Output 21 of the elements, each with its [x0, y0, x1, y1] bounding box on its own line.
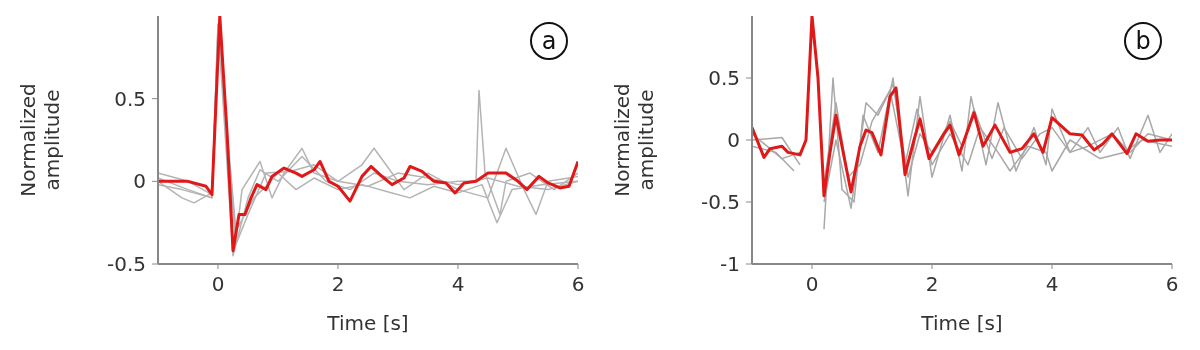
y-axis-title: Normalized amplitude: [610, 83, 658, 197]
x-tick-label: 0: [805, 272, 819, 297]
x-tick-label: 6: [1165, 272, 1179, 297]
x-tick-label: 2: [331, 272, 345, 297]
x-axis-title: Time [s]: [920, 311, 1003, 335]
x-tick-label: 2: [925, 272, 939, 297]
x-tick-label: 4: [1045, 272, 1059, 297]
annotation: b: [1135, 27, 1151, 55]
annotation: a: [541, 27, 557, 55]
x-tick-label: 0: [211, 272, 225, 297]
y-tick-label: 0: [133, 169, 146, 194]
x-tick-label: 6: [571, 272, 585, 297]
y-tick-label: -0.5: [700, 190, 740, 215]
x-axis-title: Time [s]: [326, 311, 409, 335]
y-tick-label: -0.5: [106, 252, 146, 277]
y-tick-label: 0.5: [708, 66, 740, 91]
y-tick-label: 0: [727, 128, 740, 153]
y-tick-label: -1: [720, 252, 740, 277]
x-tick-label: 4: [451, 272, 465, 297]
y-axis-title: Normalized amplitude: [16, 83, 64, 197]
y-tick-label: 0.5: [114, 86, 146, 111]
